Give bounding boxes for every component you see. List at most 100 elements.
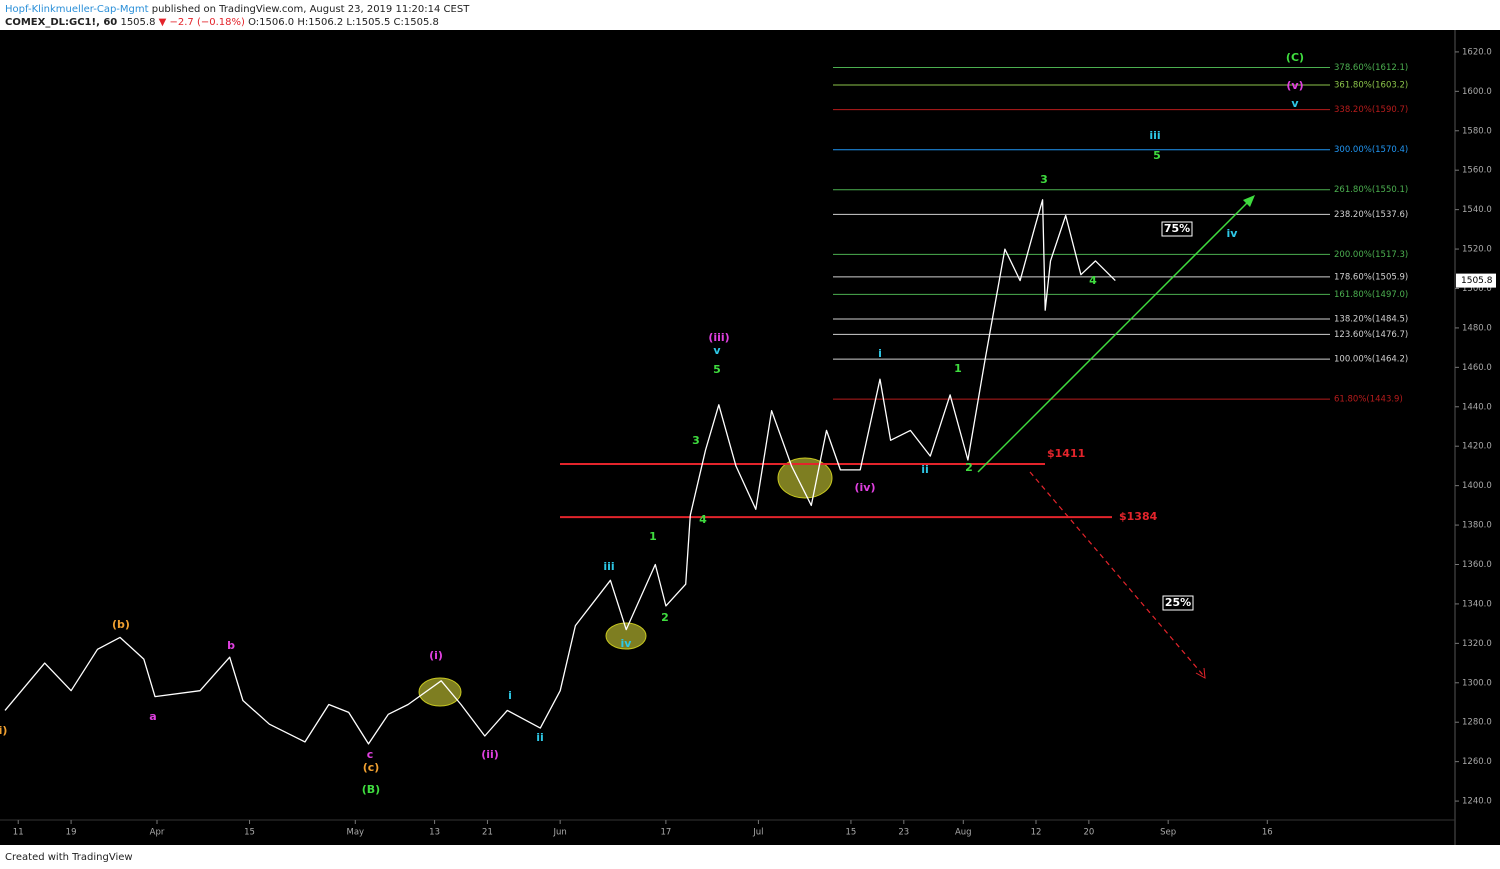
x-tick-label: Jul [752,828,763,838]
y-tick-label: 1500.0 [1462,284,1492,294]
wave-label: (ii) [481,748,499,761]
fib-label: 200.00%(1517.3) [1334,250,1408,260]
wave-label: 5 [713,363,721,376]
fib-label: 161.80%(1497.0) [1334,290,1408,300]
published: published on TradingView.com, August 23,… [152,4,470,15]
wave-label: v [1291,97,1299,110]
down-arrow-head [1195,667,1206,679]
plot: 1240.0 1260.0 1280.0 1300.0 1320.0 1340.0 1360… [0,47,1496,838]
y-tick-label: 1460.0 [1462,363,1492,373]
wave-label: (iv) [855,481,876,494]
fib-label: 178.60%(1505.9) [1334,272,1408,282]
wave-label: 3 [692,434,700,447]
wave-label: a [149,710,156,723]
y-tick-label: 1380.0 [1462,521,1492,531]
up-arrow [977,199,1251,473]
fib-label: 378.60%(1612.1) [1334,63,1408,73]
y-tick-label: 1580.0 [1462,126,1492,136]
wave-label: v [713,344,721,357]
wave-label: (iii) [708,331,729,344]
fib-label: 138.20%(1484.5) [1334,315,1408,325]
wave-label: ii [921,463,929,476]
x-tick-label: 15 [846,828,857,838]
y-tick-label: 1440.0 [1462,402,1492,412]
highlight [605,622,647,650]
change: ▼ −2.7 (−0.18%) [159,17,245,28]
x-tick-label: 12 [1031,828,1042,838]
wave-label: (B) [362,783,380,796]
wave-label: i [508,689,512,702]
highlight [418,677,462,707]
x-tick-label: Jun [553,828,567,838]
wave-label: ii [536,731,544,744]
annotation-box [1162,595,1194,611]
header-line-1: Hopf-Klinkmueller-Cap-Mgmt published on … [5,4,470,15]
author: Hopf-Klinkmueller-Cap-Mgmt [5,4,149,15]
y-tick-label: 1400.0 [1462,481,1492,491]
wave-label: 2 [965,461,973,474]
y-tick-label: 1600.0 [1462,87,1492,97]
y-tick-label: 1620.0 [1462,47,1492,57]
last-price: 1505.8 [120,17,155,28]
y-tick-label: 1560.0 [1462,166,1492,176]
fib-label: 238.20%(1537.6) [1334,210,1408,220]
footer: Created with TradingView [5,852,133,863]
y-tick-label: 1340.0 [1462,599,1492,609]
wave-label: (i) [429,649,443,662]
wave-label: 1 [954,362,962,375]
x-tick-label: 11 [13,828,24,838]
wave-label: iii [1149,129,1160,142]
y-tick-label: 1360.0 [1462,560,1492,570]
wave-label: 1 [649,530,657,543]
wave-label: i) [0,724,7,737]
x-tick-label: 19 [66,828,77,838]
wave-label: 4 [1089,274,1097,287]
wave-label: 2 [661,611,669,624]
x-tick-label: Aug [955,828,972,838]
x-tick-label: 17 [660,828,671,838]
y-tick-label: 1300.0 [1462,678,1492,688]
wave-label: 75% [1164,222,1190,235]
x-tick-label: 23 [898,828,909,838]
chart-background [0,30,1500,845]
wave-label: 3 [1040,173,1048,186]
wave-label: b [227,639,235,652]
wave-label: iii [603,560,614,573]
wave-label: 25% [1165,596,1191,609]
fib-label: 123.60%(1476.7) [1334,330,1408,340]
wave-label: 5 [1153,149,1161,162]
wave-label: (b) [112,618,130,631]
last-price-label: 1505.8 [1461,276,1493,286]
x-tick-label: Sep [1160,828,1176,838]
fib-label: 300.00%(1570.4) [1334,145,1408,155]
wave-label: (v) [1286,79,1303,92]
x-tick-label: 16 [1262,828,1273,838]
y-tick-label: 1520.0 [1462,245,1492,255]
annotation-box [1161,221,1193,237]
ohlc: O:1506.0 H:1506.2 L:1505.5 C:1505.8 [248,17,439,28]
header-line-2: COMEX_DL:GC1!, 60 1505.8 ▼ −2.7 (−0.18%)… [5,17,439,28]
support-label: $1411 [1047,447,1085,460]
wave-label: iv [621,637,633,650]
fib-label: 61.80%(1443.9) [1334,395,1403,405]
y-tick-label: 1480.0 [1462,323,1492,333]
y-tick-label: 1280.0 [1462,718,1492,728]
fib-label: 261.80%(1550.1) [1334,185,1408,195]
support-label: $1384 [1119,510,1158,523]
wave-label: c [367,748,374,761]
y-tick-label: 1540.0 [1462,205,1492,215]
x-tick-label: 13 [429,828,440,838]
x-tick-label: 15 [244,828,255,838]
fib-label: 338.20%(1590.7) [1334,105,1408,115]
x-tick-label: 21 [482,828,493,838]
wave-label: (C) [1286,51,1304,64]
last-price-tag [1456,273,1496,288]
wave-label: i [878,347,882,360]
symbol: COMEX_DL:GC1!, 60 [5,17,117,28]
fib-label: 100.00%(1464.2) [1334,355,1408,365]
y-tick-label: 1320.0 [1462,639,1492,649]
y-tick-label: 1260.0 [1462,757,1492,767]
y-tick-label: 1420.0 [1462,442,1492,452]
fib-label: 361.80%(1603.2) [1334,81,1408,91]
